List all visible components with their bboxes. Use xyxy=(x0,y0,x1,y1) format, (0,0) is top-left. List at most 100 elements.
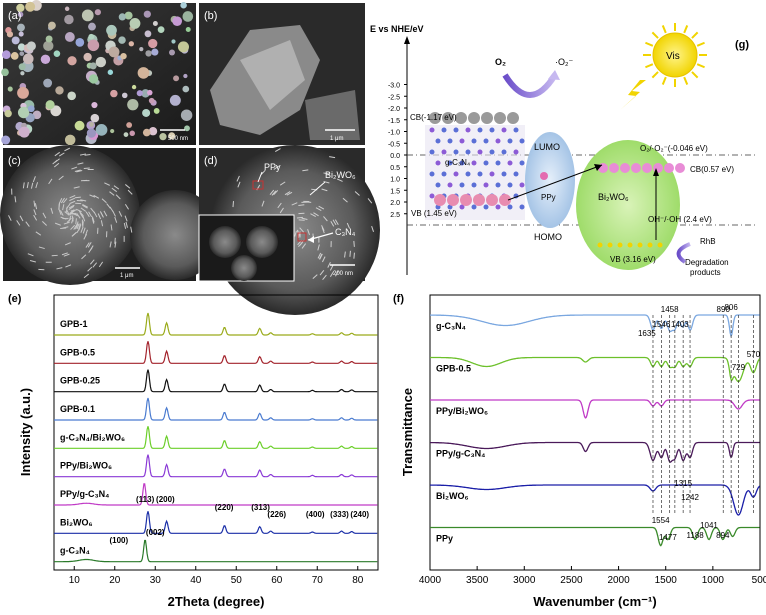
sem-c-petal xyxy=(97,213,102,220)
sem-d-petal xyxy=(312,274,318,280)
sem-d-label-bi2wo6: Bi₂WO₆ xyxy=(325,170,356,180)
sem-c-petal xyxy=(42,220,47,226)
sun-ray xyxy=(651,31,659,39)
sem-c-petal xyxy=(100,211,104,218)
sem-c-petal xyxy=(76,223,80,230)
lumo-label: LUMO xyxy=(534,142,560,152)
lattice-atom xyxy=(459,182,465,188)
sem-c-petal xyxy=(114,237,116,244)
sem-c-petal xyxy=(101,198,107,204)
sem-c-petal xyxy=(85,229,88,236)
xrd-series-label: PPy/Bi₂WO₆ xyxy=(60,461,112,471)
sem-c-petal xyxy=(113,185,120,190)
sem-d-petal xyxy=(319,270,325,276)
sem-c-petal xyxy=(62,226,69,229)
sem-d-petal xyxy=(237,181,241,188)
ftir-xtick-label: 500 xyxy=(752,575,766,586)
sem-a-particle xyxy=(128,41,134,47)
hole-sphere xyxy=(627,242,633,248)
ppy-label: PPy xyxy=(541,193,556,202)
sem-c-petal xyxy=(118,210,123,217)
sem-a-particle xyxy=(177,41,189,53)
electron-sphere xyxy=(442,112,454,124)
xrd-annotation: (313) xyxy=(251,503,270,512)
lattice-atom xyxy=(489,127,495,133)
sem-d-petal xyxy=(261,200,265,207)
lattice-atom xyxy=(489,171,495,177)
lattice-atom xyxy=(441,127,447,133)
sun-ray xyxy=(683,25,689,34)
sem-a-particle xyxy=(91,101,98,109)
sem-a-particle xyxy=(180,109,193,121)
ftir-series-label: GPB-0.5 xyxy=(436,364,471,374)
sem-c-petal xyxy=(112,210,116,217)
sem-d-petal xyxy=(294,230,297,237)
electron-sphere xyxy=(609,163,619,173)
ftir-ylabel: Transmittance xyxy=(400,388,415,476)
sem-c-petal xyxy=(91,216,95,223)
hole-sphere xyxy=(434,194,446,206)
lattice-atom xyxy=(483,138,489,144)
sem-d-petal xyxy=(346,222,351,229)
band-ytick-label: -1.5 xyxy=(388,118,400,125)
lattice-atom xyxy=(495,204,501,210)
lattice-atom xyxy=(453,171,459,177)
sem-c-petal xyxy=(80,226,84,233)
lattice-atom xyxy=(477,127,483,133)
xrd-series-line xyxy=(54,341,378,364)
sem-c-petal xyxy=(124,184,131,189)
sem-a-particle xyxy=(43,78,53,88)
sem-c-petal xyxy=(87,241,92,248)
degradation-label-2: products xyxy=(690,268,721,277)
sem-c-petal xyxy=(104,182,110,186)
sem-c-petal xyxy=(58,197,63,204)
sem-c-petal xyxy=(14,196,17,203)
sem-a-particle xyxy=(145,50,152,57)
sem-a-particle xyxy=(45,35,53,43)
lattice-atom xyxy=(495,182,501,188)
sem-a-particle xyxy=(152,21,158,26)
sem-d-petal xyxy=(327,262,331,268)
sem-d-petal xyxy=(284,191,291,196)
sem-d-letter: (d) xyxy=(204,155,217,167)
sem-a-particle xyxy=(88,33,95,40)
sem-c-petal xyxy=(42,212,47,219)
sem-c-petal xyxy=(62,204,65,211)
sem-c-petal xyxy=(56,267,63,270)
ftir-xlabel: Wavenumber (cm⁻¹) xyxy=(533,594,656,609)
sem-panel-d: (d) PPy Bi₂WO₆ C₃N₄ 200 nm xyxy=(198,145,380,315)
sem-d-petal xyxy=(322,274,327,280)
xrd-xtick-label: 20 xyxy=(109,575,121,586)
sun-ray xyxy=(645,63,654,69)
sem-a-particle xyxy=(53,50,61,57)
ftir-annotation: 1188 xyxy=(687,531,705,540)
sem-c-petal xyxy=(69,210,76,215)
sem-c-petal xyxy=(65,264,72,268)
xrd-panel-letter: (e) xyxy=(8,293,22,305)
sem-c-petal xyxy=(93,211,98,218)
ftir-annotation: 729 xyxy=(732,363,746,372)
sem-c-petal xyxy=(83,273,90,279)
lattice-atom xyxy=(465,127,471,133)
ftir-chart: (f) g-C₃N₄ GPB-0.5 PPy/Bi₂WO₆ PPy/g-C₃N₄ Bi₂… xyxy=(393,293,766,609)
sem-c-petal xyxy=(58,152,65,157)
sem-c-petal xyxy=(60,197,65,204)
sun-ray xyxy=(651,71,659,79)
sem-d-petal xyxy=(329,156,336,159)
ftir-series-line xyxy=(430,526,760,547)
sem-c-petal xyxy=(54,151,61,157)
sem-a-particle xyxy=(26,41,36,51)
sem-c-scale: 1 μm xyxy=(120,273,133,279)
sem-c-petal xyxy=(76,213,81,219)
xrd-series-line xyxy=(54,454,378,478)
electron-sphere xyxy=(429,112,441,124)
sem-c-petal xyxy=(65,203,71,210)
lattice-atom xyxy=(519,182,525,188)
xrd-series-label: GPB-0.25 xyxy=(60,376,100,386)
sem-c-petal xyxy=(78,223,81,230)
gc3n4-cb-label: CB(-1.17 eV) xyxy=(410,113,457,122)
sem-d-petal xyxy=(299,227,305,233)
sem-c-petal xyxy=(25,221,30,227)
sem-c-petal xyxy=(69,195,76,199)
sem-d-petal xyxy=(298,204,305,207)
